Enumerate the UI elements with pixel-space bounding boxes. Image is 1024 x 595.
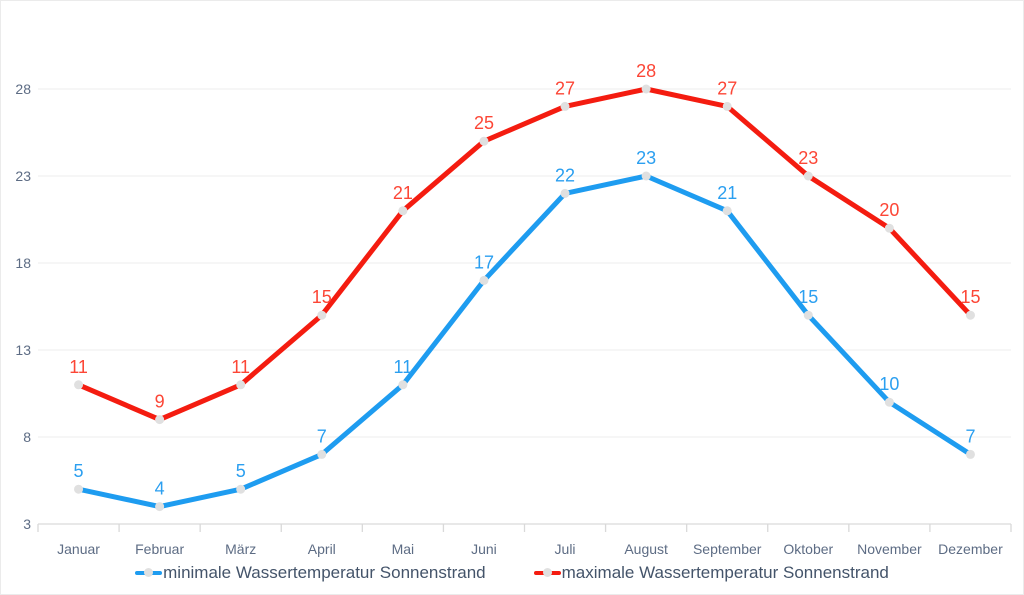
x-axis-label: August [624,541,668,557]
legend-item-min: minimale Wassertemperatur Sonnenstrand [135,564,486,581]
max-data-point-marker [722,101,732,111]
max-data-point-marker [398,206,408,216]
min-data-label: 17 [474,252,494,272]
min-data-label: 5 [74,461,84,481]
min-data-label: 21 [717,183,737,203]
max-data-point-marker [236,380,246,390]
y-axis-label: 8 [23,429,31,445]
min-data-point-marker [74,484,84,494]
legend-dot-min [144,568,154,577]
legend-label-min: minimale Wassertemperatur Sonnenstrand [163,563,486,582]
min-data-label: 5 [236,461,246,481]
chart-legend: minimale Wassertemperatur Sonnenstrand m… [1,564,1023,581]
max-data-point-marker [479,136,489,146]
max-data-label: 9 [155,392,165,412]
max-data-point-marker [560,101,570,111]
min-data-label: 22 [555,165,575,185]
x-axis-label: Oktober [783,541,833,557]
min-data-label: 4 [155,479,165,499]
max-series-line [76,86,973,423]
x-axis-label: Juni [471,541,497,557]
x-axis-label: Januar [57,541,100,557]
min-data-label: 7 [965,426,975,446]
min-data-label: 11 [394,357,413,377]
min-data-point-marker [155,502,165,512]
legend-marker-max-icon [533,568,561,577]
max-data-label: 28 [636,61,656,81]
max-data-point-marker [74,380,84,390]
max-data-label: 15 [312,287,332,307]
y-axis-label: 18 [15,255,31,271]
max-data-point-marker [317,310,327,320]
min-data-label: 23 [636,148,656,168]
max-data-point-marker [884,223,894,233]
min-data-point-marker [560,188,570,198]
x-axis-label: Dezember [938,541,1003,557]
max-data-label: 27 [717,78,737,98]
x-axis-label: Juli [555,541,576,557]
max-data-label: 11 [231,357,250,377]
max-data-point-marker [803,171,813,181]
max-data-label: 21 [393,183,413,203]
y-axis-label: 23 [15,168,31,184]
min-data-point-marker [236,484,246,494]
max-data-label: 11 [69,357,88,377]
legend-dot-max [542,568,552,577]
line-chart: 3 8 13 18 23 28 Januar Februar März April Mai Juni J… [15,61,1012,557]
y-axis-label: 13 [15,342,31,358]
max-data-label: 20 [879,200,899,220]
max-data-label: 23 [798,148,818,168]
min-data-point-marker [479,275,489,285]
max-data-point-marker [641,84,651,94]
max-data-label: 15 [960,287,980,307]
y-axis-label: 28 [15,81,31,97]
min-data-label: 7 [317,426,327,446]
min-data-label: 15 [798,287,818,307]
min-series-line [76,173,973,510]
min-data-point-marker [641,171,651,181]
legend-label-max: maximale Wassertemperatur Sonnenstrand [561,563,889,582]
x-axis-label: November [857,541,922,557]
min-data-label: 10 [879,374,899,394]
min-data-point-marker [398,380,408,390]
x-axis-label: Februar [135,541,184,557]
x-axis-label: April [308,541,336,557]
max-data-label: 27 [555,78,575,98]
min-data-point-marker [722,206,732,216]
min-data-point-marker [884,397,894,407]
min-data-point-marker [965,449,975,459]
legend-marker-min-icon [135,568,163,577]
y-axis-label: 3 [23,516,31,532]
x-axis-label: September [693,541,762,557]
min-data-point-marker [803,310,813,320]
max-data-point-marker [155,415,165,425]
legend-item-max: maximale Wassertemperatur Sonnenstrand [533,563,889,582]
max-data-point-marker [965,310,975,320]
min-data-point-marker [317,449,327,459]
max-data-label: 25 [474,113,494,133]
x-axis-label: März [225,541,256,557]
x-axis-label: Mai [392,541,415,557]
